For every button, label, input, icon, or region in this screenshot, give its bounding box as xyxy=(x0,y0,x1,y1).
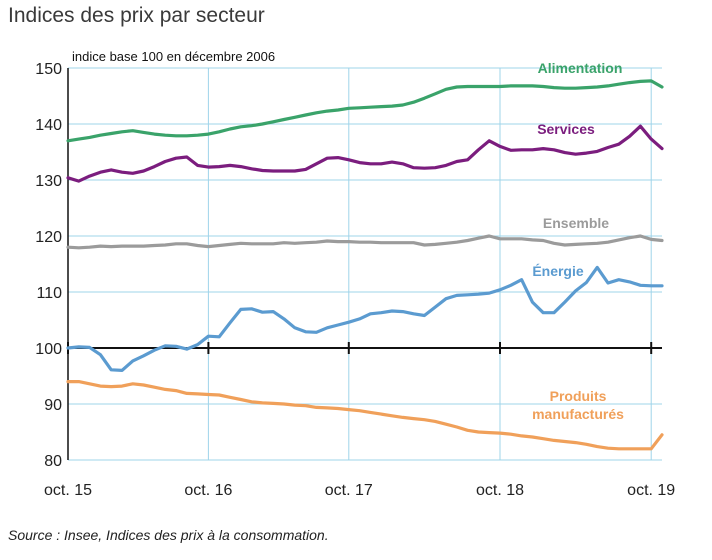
series-lines xyxy=(66,79,664,451)
x-tick-label: oct. 15 xyxy=(44,482,92,499)
y-tick-label: 120 xyxy=(35,229,62,246)
y-tick-label: 80 xyxy=(44,453,62,470)
series-line-2 xyxy=(66,234,664,250)
series-line-0 xyxy=(66,79,664,143)
x-tick-label: oct. 17 xyxy=(325,482,373,499)
series-line-3 xyxy=(66,265,664,372)
series-label: Alimentation xyxy=(538,60,623,76)
line-chart: 80 90 100 110 120 130 140 150 oct. 15 oct. 16 oct.… xyxy=(35,47,675,499)
chart-source: Source : Insee, Indices des prix à la co… xyxy=(8,527,329,543)
y-tick-label: 110 xyxy=(36,285,62,302)
y-tick-label: 150 xyxy=(35,61,62,78)
y-tick-label: 90 xyxy=(44,397,62,414)
series-line-4 xyxy=(66,380,664,451)
series-label: Énergie xyxy=(532,263,584,279)
y-tick-label: 130 xyxy=(35,173,62,190)
series-labels: Alimentation Services Ensemble Énergie Produ… xyxy=(532,60,624,422)
series-label-line1: Produits xyxy=(550,388,607,404)
series-label: Services xyxy=(537,121,595,137)
series-line-1 xyxy=(66,124,664,183)
chart-title: Indices des prix par secteur xyxy=(8,4,265,27)
series-label-line2: manufacturés xyxy=(532,406,624,422)
x-tick-label: oct. 18 xyxy=(476,482,524,499)
y-tick-label: 140 xyxy=(35,117,62,134)
y-tick-label: 100 xyxy=(35,341,62,358)
y-unit-label: indice base 100 en décembre 2006 xyxy=(72,49,275,64)
axes: 80 90 100 110 120 130 140 150 oct. 15 oct. 16 oct.… xyxy=(35,47,675,499)
grid-lines xyxy=(68,67,662,461)
x-tick-label: oct. 19 xyxy=(627,482,675,499)
series-label: Ensemble xyxy=(543,215,609,231)
unit-label-bg xyxy=(70,47,340,65)
x-tick-label: oct. 16 xyxy=(184,482,232,499)
